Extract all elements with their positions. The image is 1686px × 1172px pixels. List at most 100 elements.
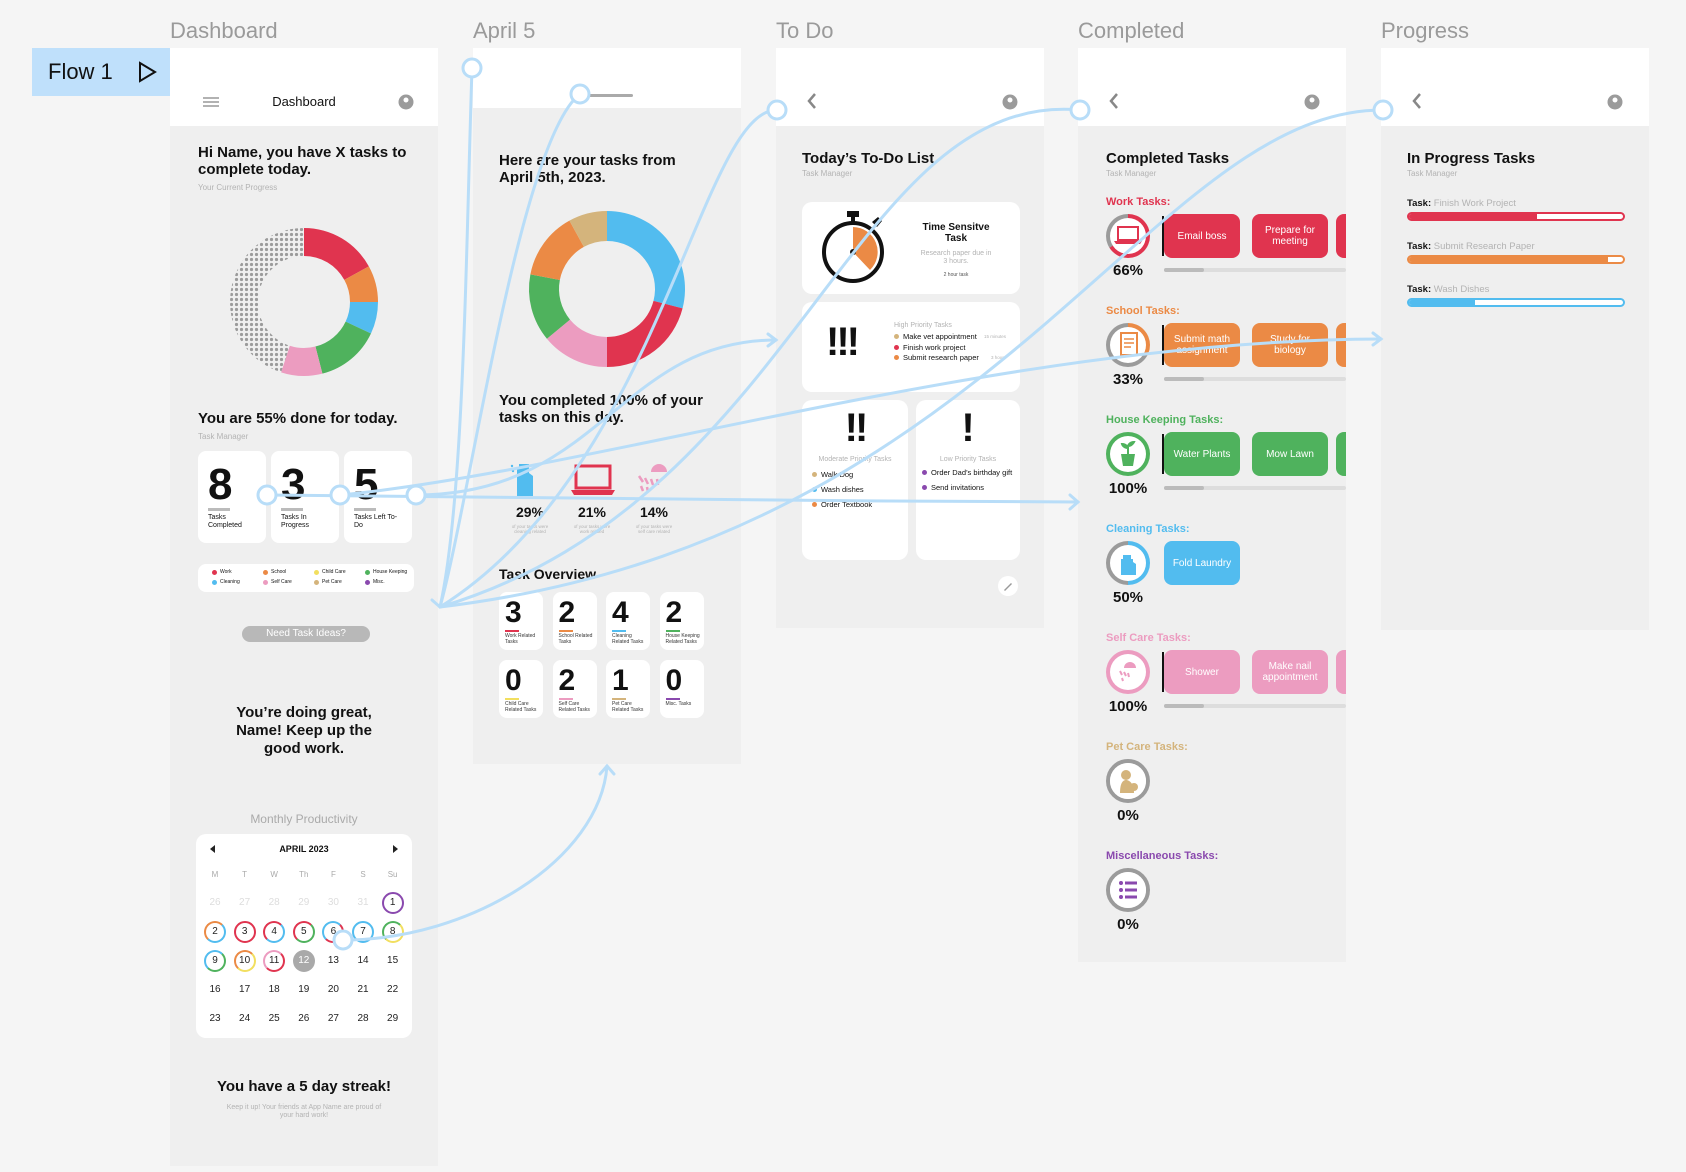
calendar-day[interactable]: 15 — [387, 955, 399, 966]
task-chip[interactable]: Shower — [1164, 650, 1240, 694]
task-chip[interactable]: Study for biology — [1252, 323, 1328, 367]
calendar-day[interactable]: 18 — [268, 984, 280, 995]
overview-underline — [558, 630, 573, 632]
calendar-day[interactable]: 6 — [322, 921, 345, 943]
calendar-day[interactable]: 29 — [298, 897, 310, 908]
calendar-day[interactable]: 9 — [204, 950, 226, 972]
todo-item[interactable]: Submit research paper 3 hours — [894, 353, 1006, 362]
calendar-day[interactable]: 25 — [268, 1013, 280, 1024]
category-icon — [1110, 436, 1146, 472]
overview-card[interactable]: 0 Misc. Tasks — [659, 660, 704, 718]
calendar-day[interactable]: 20 — [327, 984, 339, 995]
task-chip[interactable]: Submit math assignment — [1164, 323, 1240, 367]
chip-scrollbar-thumb[interactable] — [1164, 704, 1204, 708]
progress-task-label: Task: Wash Dishes — [1407, 284, 1489, 295]
calendar-day[interactable]: 22 — [387, 984, 399, 995]
legend-item: School — [263, 569, 286, 575]
back-icon[interactable] — [806, 92, 818, 110]
todo-item[interactable]: Walk Dog — [812, 470, 904, 479]
low-priority-card[interactable]: ! Low Priority Tasks Order Dad’s birthda… — [916, 400, 1020, 560]
calendar-day[interactable]: 12 — [292, 950, 315, 972]
calendar-day[interactable]: 5 — [292, 921, 315, 943]
task-chip[interactable]: Fold Laundry — [1164, 541, 1240, 585]
overview-card[interactable]: 2 School Related Tasks — [552, 592, 597, 650]
stat-card[interactable]: 5 Tasks Left To-Do — [344, 451, 412, 543]
todo-item[interactable]: Wash dishes — [812, 485, 904, 494]
calendar-day[interactable]: 3 — [233, 921, 256, 943]
legend-label: Cleaning — [220, 579, 240, 585]
task-chip[interactable]: Make nail appointment — [1252, 650, 1328, 694]
todo-item[interactable]: Order Dad’s birthday gift — [922, 468, 1018, 477]
overview-card[interactable]: 1 Pet Care Related Tasks — [606, 660, 650, 718]
edit-button[interactable] — [998, 576, 1018, 596]
stat-card[interactable]: 8 Tasks Completed — [198, 451, 266, 543]
task-ideas-button[interactable]: Need Task Ideas? — [242, 626, 370, 642]
task-chip[interactable]: Prepare for meeting — [1252, 214, 1328, 258]
calendar-day[interactable]: 27 — [239, 897, 251, 908]
task-chip[interactable]: Email boss — [1164, 214, 1240, 258]
calendar-day[interactable]: 21 — [357, 984, 369, 995]
overview-underline — [612, 698, 626, 700]
back-icon[interactable] — [1411, 92, 1423, 110]
stat-card[interactable]: 3 Tasks In Progress — [271, 451, 339, 543]
drag-handle[interactable] — [581, 94, 633, 97]
calendar-day[interactable]: 30 — [327, 897, 339, 908]
chip-scrollbar-thumb[interactable] — [1164, 268, 1204, 272]
todo-item[interactable]: Send invitations — [922, 483, 1018, 492]
calendar-day[interactable]: 26 — [209, 897, 221, 908]
todo-item[interactable]: Make vet appointment 15 minutes — [894, 332, 1006, 341]
legend-dot — [212, 579, 217, 585]
profile-icon[interactable] — [1002, 94, 1018, 110]
calendar-day[interactable]: 7 — [352, 921, 374, 943]
menu-icon[interactable] — [202, 96, 220, 108]
task-chip-overflow[interactable] — [1336, 323, 1346, 367]
overview-card[interactable]: 4 Cleaning Related Tasks — [606, 592, 650, 650]
time-sensitive-card[interactable]: Time Sensitve Task Research paper due in… — [802, 202, 1020, 294]
task-chip-overflow[interactable] — [1336, 650, 1346, 694]
category-icon — [1110, 872, 1146, 908]
task-chip[interactable]: Mow Lawn — [1252, 432, 1328, 476]
calendar-day[interactable]: 23 — [209, 1013, 221, 1024]
calendar-day[interactable]: 28 — [357, 1013, 369, 1024]
overview-count: 2 — [558, 664, 576, 697]
next-month-icon[interactable] — [390, 844, 400, 854]
profile-icon[interactable] — [1607, 94, 1623, 110]
calendar-day[interactable]: 4 — [263, 921, 286, 943]
calendar-day[interactable]: 13 — [327, 955, 339, 966]
overview-card[interactable]: 0 Child Care Related Tasks — [499, 660, 543, 718]
calendar-day[interactable]: 10 — [233, 950, 256, 972]
calendar-day[interactable]: 24 — [239, 1013, 251, 1024]
calendar-day[interactable]: 1 — [381, 892, 404, 914]
task-chip-overflow[interactable] — [1336, 214, 1346, 258]
overview-card[interactable]: 2 House Keeping Related Tasks — [659, 592, 704, 650]
todo-item[interactable]: Finish work project — [894, 343, 1006, 352]
calendar-day[interactable]: 28 — [268, 897, 280, 908]
calendar-day[interactable]: 16 — [209, 984, 221, 995]
todo-item[interactable]: Order Textbook — [812, 500, 904, 509]
back-icon[interactable] — [1108, 92, 1120, 110]
high-priority-card[interactable]: !!! High Priority Tasks Make vet appoint… — [802, 302, 1020, 392]
calendar-day[interactable]: 8 — [381, 921, 404, 943]
calendar-day[interactable]: 26 — [298, 1013, 310, 1024]
overview-card[interactable]: 3 Work Related Tasks — [499, 592, 543, 650]
category-title: Work Tasks: — [1106, 196, 1171, 208]
calendar-day[interactable]: 17 — [239, 984, 251, 995]
profile-icon[interactable] — [1304, 94, 1320, 110]
task-chip[interactable]: Water Plants — [1164, 432, 1240, 476]
task-overview-title: Task Overview — [499, 566, 597, 582]
flow-start-button[interactable]: Flow 1 — [32, 48, 170, 96]
calendar-day[interactable]: 27 — [327, 1013, 339, 1024]
calendar-day[interactable]: 14 — [357, 955, 369, 966]
profile-icon[interactable] — [398, 94, 414, 110]
prev-month-icon[interactable] — [208, 844, 218, 854]
calendar-day[interactable]: 31 — [357, 897, 369, 908]
calendar-day[interactable]: 29 — [387, 1013, 399, 1024]
calendar-day[interactable]: 11 — [263, 950, 286, 972]
overview-card[interactable]: 2 Self Care Related Tasks — [552, 660, 597, 718]
chip-scrollbar-thumb[interactable] — [1164, 486, 1204, 490]
moderate-priority-card[interactable]: !! Moderate Priority Tasks Walk Dog Wash … — [802, 400, 908, 560]
task-chip-overflow[interactable] — [1336, 432, 1346, 476]
calendar-day[interactable]: 2 — [204, 921, 226, 943]
chip-scrollbar-thumb[interactable] — [1164, 377, 1204, 381]
calendar-day[interactable]: 19 — [298, 984, 310, 995]
